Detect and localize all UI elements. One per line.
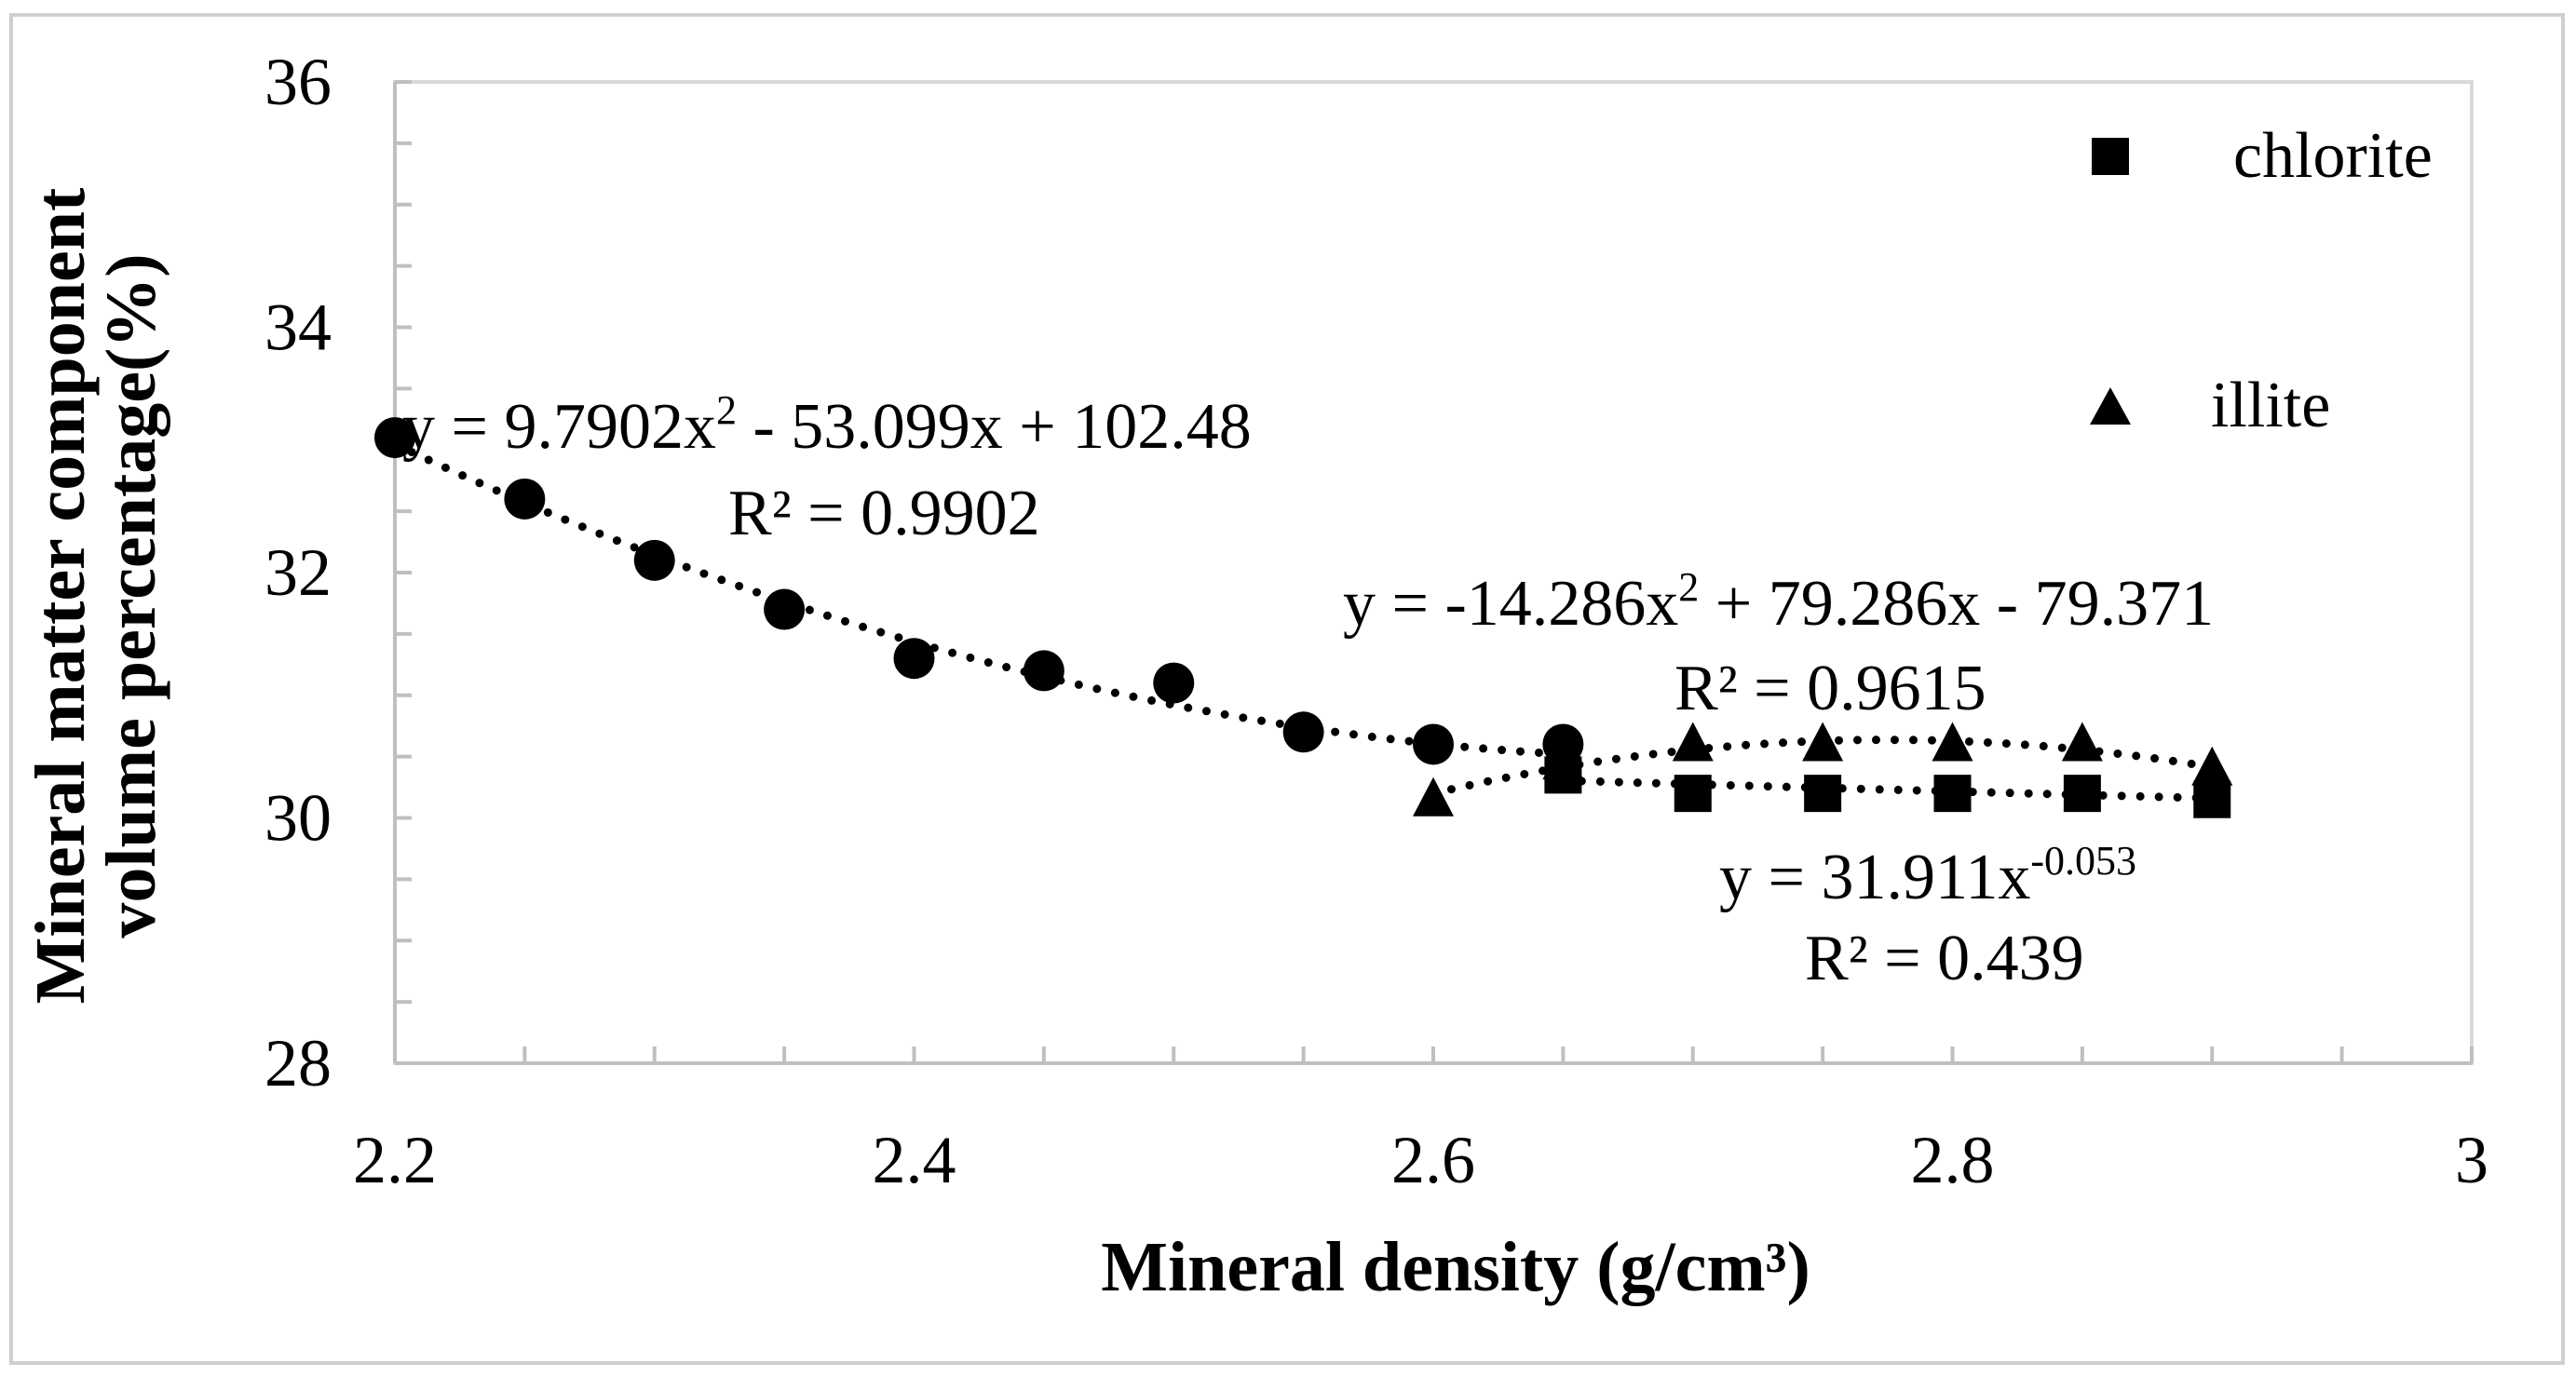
chart-border <box>9 13 2565 1365</box>
data-point-circle-series <box>1023 650 1064 692</box>
data-point-illite <box>1672 722 1714 762</box>
data-point-chlorite <box>2193 780 2231 818</box>
y-tick-label: 32 <box>264 535 332 610</box>
x-tick-label: 2.6 <box>1391 1123 1475 1197</box>
data-point-illite <box>2061 722 2103 762</box>
data-point-chlorite <box>1933 775 1972 813</box>
legend-illite-marker <box>2090 387 2131 425</box>
data-point-chlorite <box>2063 775 2101 813</box>
data-point-illite <box>1932 722 1973 762</box>
circle-r-squared: R² = 0.9902 <box>728 478 1040 549</box>
x-tick-label: 2.4 <box>873 1123 956 1197</box>
illite-equation: y = -14.286x2 + 79.286x - 79.371 <box>1343 564 2214 640</box>
data-point-chlorite <box>1804 775 1842 813</box>
data-point-illite <box>1413 776 1454 817</box>
x-axis-title: Mineral density (g/cm³) <box>1101 1228 1810 1306</box>
trendline-chlorite <box>1558 776 2217 803</box>
data-point-circle-series <box>633 539 675 581</box>
y-axis-title-line-1: Mineral matter component <box>21 188 100 1005</box>
x-tick-label: 3 <box>2455 1123 2488 1197</box>
y-axis-title-group: Mineral matter component volume percenta… <box>21 188 170 1005</box>
y-tick-label: 34 <box>264 290 332 365</box>
chlorite-equation: y = 31.911x-0.053 <box>1719 838 2136 913</box>
circle-equation: y = 9.7902x2 - 53.099x + 102.48 <box>402 387 1252 463</box>
data-point-circle-series <box>1153 662 1195 704</box>
data-point-circle-series <box>504 478 546 520</box>
x-tick-label: 2.8 <box>1911 1123 1995 1197</box>
data-point-chlorite <box>1674 775 1712 813</box>
y-tick-label: 36 <box>264 45 332 119</box>
legend-illite-label: illite <box>2211 370 2330 441</box>
data-point-circle-series <box>893 638 935 680</box>
x-tick-label: 2.2 <box>353 1123 437 1197</box>
illite-r-squared: R² = 0.9615 <box>1674 653 1986 724</box>
y-axis-title-line-2: volume percentage(%) <box>92 253 170 938</box>
data-point-illite <box>2191 746 2233 786</box>
data-markers <box>374 417 2233 818</box>
data-point-circle-series <box>374 417 415 459</box>
legend-chlorite-label: chlorite <box>2233 120 2433 192</box>
legend: chlorite illite <box>2090 120 2433 441</box>
data-point-circle-series <box>764 588 806 630</box>
y-tick-label: 28 <box>264 1026 332 1100</box>
y-tick-label: 30 <box>264 781 332 856</box>
data-point-illite <box>1542 740 1584 780</box>
trendline-circle-series <box>390 439 1567 759</box>
data-point-circle-series <box>1413 723 1454 765</box>
data-point-circle-series <box>1282 711 1324 753</box>
legend-chlorite-marker <box>2092 138 2129 175</box>
axes-layer: 2.2 2.4 2.6 2.8 3 28 30 32 34 36 <box>264 45 2488 1197</box>
data-point-illite <box>1802 722 1844 762</box>
chlorite-r-squared: R² = 0.439 <box>1805 923 2084 994</box>
